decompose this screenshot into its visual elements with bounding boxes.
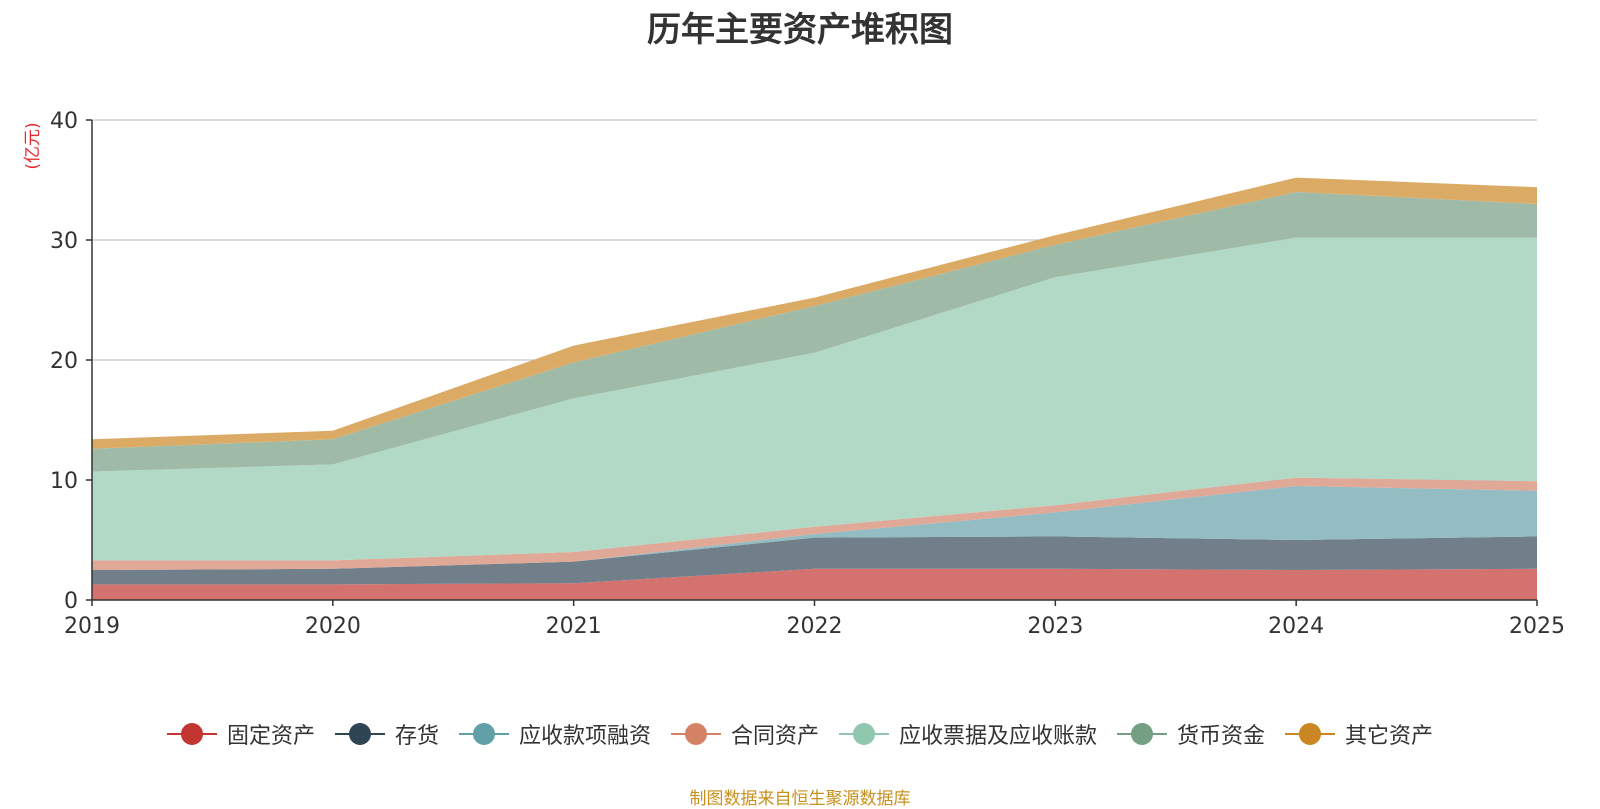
legend-label: 合同资产 xyxy=(730,724,819,749)
area-固定资产 xyxy=(92,568,1537,600)
area-存货 xyxy=(92,536,1537,585)
legend-item[interactable]: 应收款项融资 xyxy=(458,718,651,750)
area-合同资产 xyxy=(92,477,1537,570)
x-tick-label: 2023 xyxy=(1027,614,1083,639)
legend-item[interactable]: 货币资金 xyxy=(1117,718,1265,750)
y-tick-label: 40 xyxy=(50,109,78,134)
chart-title: 历年主要资产堆积图 xyxy=(647,10,953,50)
legend-item[interactable]: 存货 xyxy=(334,718,439,750)
area-货币资金 xyxy=(92,192,1537,472)
x-tick-label: 2022 xyxy=(787,614,843,639)
y-tick-label: 0 xyxy=(64,589,78,614)
legend: 固定资产 存货 应收款项融资 合同资产 应收票据及应收账款 货币资金 其它资产 xyxy=(0,718,1600,750)
legend-marker-icon xyxy=(839,722,889,746)
legend-marker-icon xyxy=(1117,722,1168,746)
y-tick-label: 20 xyxy=(50,349,78,374)
source-note: 制图数据来自恒生聚源数据库 xyxy=(689,789,911,809)
y-tick-label: 30 xyxy=(50,229,78,254)
legend-marker-icon xyxy=(458,722,509,746)
x-tick-label: 2025 xyxy=(1509,614,1565,639)
axes: 0 10 20 30 40 2019 2020 2021 2022 2023 2024 2025 xyxy=(50,109,1565,639)
legend-marker-icon xyxy=(166,722,217,746)
legend-label: 其它资产 xyxy=(1345,724,1434,749)
area-应收票据及应收账款 xyxy=(92,237,1537,561)
legend-item[interactable]: 合同资产 xyxy=(670,718,819,750)
area-应收款项融资 xyxy=(92,486,1537,570)
legend-label: 货币资金 xyxy=(1177,724,1266,749)
legend-item[interactable]: 应收票据及应收账款 xyxy=(839,718,1097,750)
y-tick-label: 10 xyxy=(50,469,78,494)
legend-item[interactable]: 固定资产 xyxy=(166,718,315,750)
y-axis-unit-label: (亿元) xyxy=(23,122,43,169)
x-tick-label: 2024 xyxy=(1268,614,1324,639)
x-tick-label: 2019 xyxy=(64,614,120,639)
legend-marker-icon xyxy=(334,722,385,746)
legend-label: 存货 xyxy=(394,724,439,749)
legend-marker-icon xyxy=(670,722,721,746)
legend-label: 应收票据及应收账款 xyxy=(899,724,1098,749)
legend-marker-icon xyxy=(1285,722,1336,746)
legend-label: 应收款项融资 xyxy=(518,724,651,749)
legend-label: 固定资产 xyxy=(226,724,315,749)
legend-item[interactable]: 其它资产 xyxy=(1285,718,1433,750)
x-tick-label: 2021 xyxy=(546,614,602,639)
x-tick-label: 2020 xyxy=(305,614,361,639)
area-series xyxy=(92,177,1537,600)
